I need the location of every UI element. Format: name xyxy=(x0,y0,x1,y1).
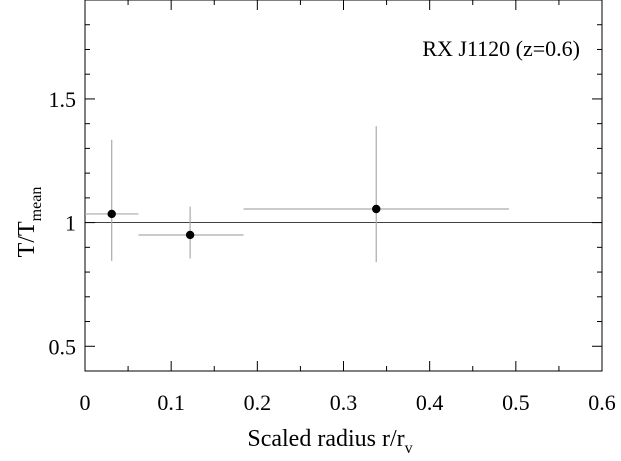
y-tick-label: 0.5 xyxy=(49,334,77,359)
x-axis-title-sub: v xyxy=(405,440,413,457)
data-point xyxy=(372,204,381,214)
y-tick-label: 1.5 xyxy=(49,87,77,112)
x-axis-title: Scaled radius r/rv xyxy=(247,426,412,457)
y-axis-title-main: T/T xyxy=(14,221,40,257)
x-tick-label: 0 xyxy=(80,390,91,415)
x-tick-label: 0.1 xyxy=(157,390,185,415)
x-tick-label: 0.6 xyxy=(588,390,616,415)
x-axis-title-main: Scaled radius r/r xyxy=(247,426,404,452)
y-tick-label: 1 xyxy=(65,211,76,236)
x-tick-label: 0.2 xyxy=(244,390,272,415)
x-tick-label: 0.5 xyxy=(502,390,530,415)
data-point xyxy=(107,209,116,219)
y-axis-title-sub: mean xyxy=(28,187,45,222)
x-tick-label: 0.3 xyxy=(330,390,358,415)
annotation-label: RX J1120 (z=0.6) xyxy=(422,36,580,61)
x-tick-label: 0.4 xyxy=(416,390,444,415)
y-axis-title: T/Tmean xyxy=(14,187,45,258)
data-point xyxy=(185,230,195,240)
